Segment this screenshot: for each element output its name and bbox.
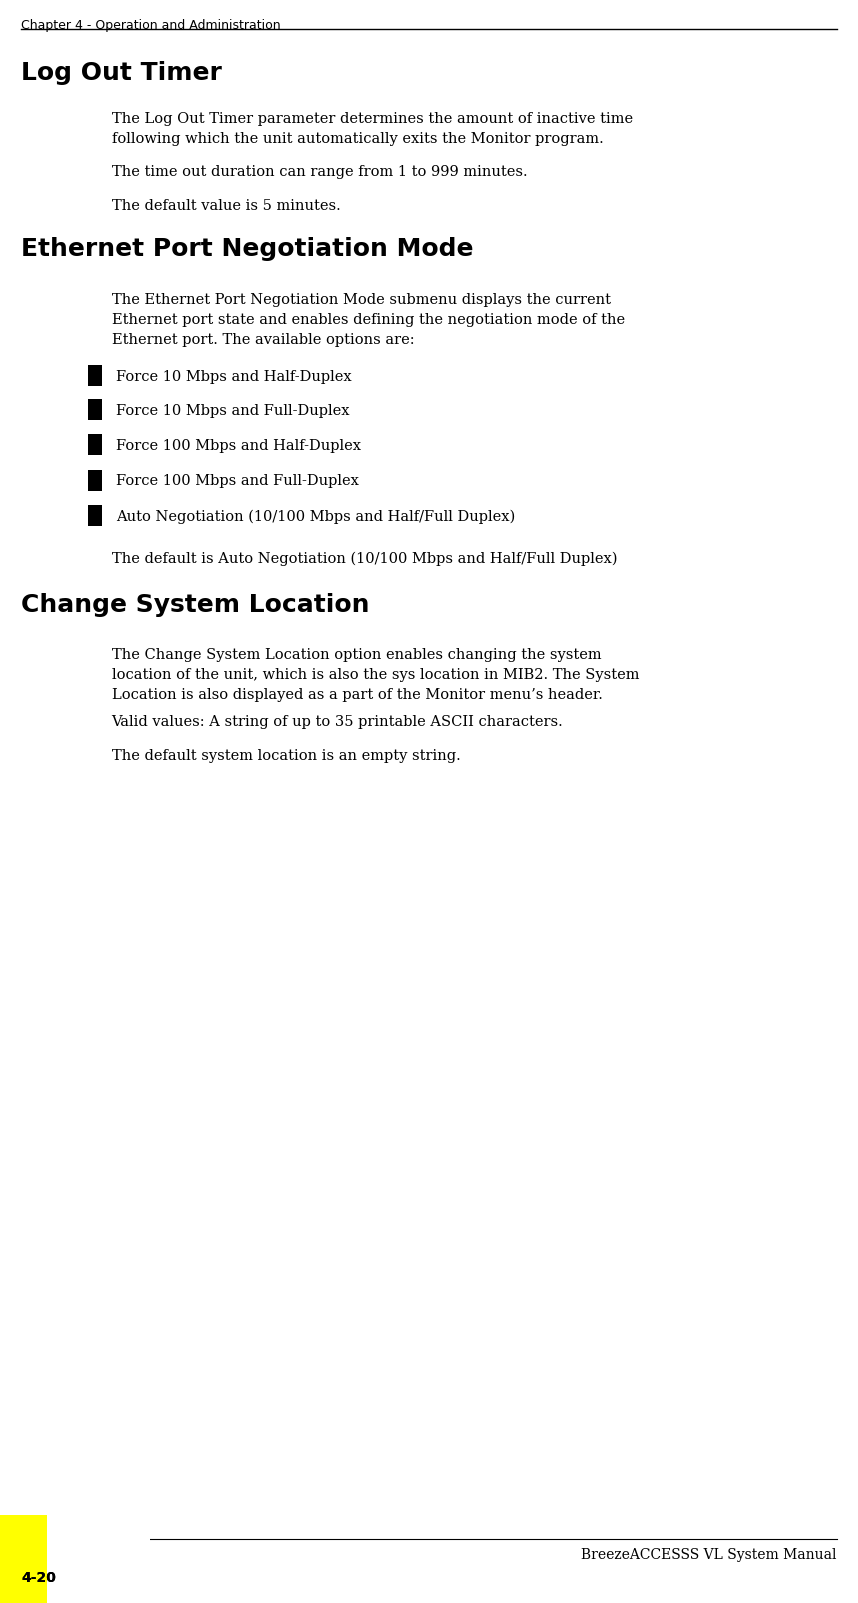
Text: Log Out Timer: Log Out Timer bbox=[21, 61, 222, 85]
FancyBboxPatch shape bbox=[88, 505, 102, 526]
Text: 4-20: 4-20 bbox=[21, 1571, 57, 1585]
Text: Force 100 Mbps and Half-Duplex: Force 100 Mbps and Half-Duplex bbox=[116, 439, 361, 454]
Text: BreezeACCESSS VL System Manual: BreezeACCESSS VL System Manual bbox=[581, 1548, 837, 1563]
Text: Auto Negotiation (10/100 Mbps and Half/Full Duplex): Auto Negotiation (10/100 Mbps and Half/F… bbox=[116, 510, 515, 524]
Text: The default system location is an empty string.: The default system location is an empty … bbox=[112, 749, 460, 763]
FancyBboxPatch shape bbox=[88, 365, 102, 386]
Text: Change System Location: Change System Location bbox=[21, 593, 370, 617]
Text: Force 10 Mbps and Half-Duplex: Force 10 Mbps and Half-Duplex bbox=[116, 370, 352, 385]
Text: The Change System Location option enables changing the system
location of the un: The Change System Location option enable… bbox=[112, 648, 639, 702]
Text: The time out duration can range from 1 to 999 minutes.: The time out duration can range from 1 t… bbox=[112, 165, 527, 180]
FancyBboxPatch shape bbox=[88, 470, 102, 491]
Text: The Ethernet Port Negotiation Mode submenu displays the current
Ethernet port st: The Ethernet Port Negotiation Mode subme… bbox=[112, 293, 625, 348]
FancyBboxPatch shape bbox=[88, 399, 102, 420]
Text: Chapter 4 - Operation and Administration: Chapter 4 - Operation and Administration bbox=[21, 19, 281, 32]
FancyBboxPatch shape bbox=[47, 1515, 150, 1568]
Text: Ethernet Port Negotiation Mode: Ethernet Port Negotiation Mode bbox=[21, 237, 474, 261]
Text: Force 10 Mbps and Full-Duplex: Force 10 Mbps and Full-Duplex bbox=[116, 404, 349, 418]
Text: Valid values: A string of up to 35 printable ASCII characters.: Valid values: A string of up to 35 print… bbox=[112, 715, 564, 729]
Text: The Log Out Timer parameter determines the amount of inactive time
following whi: The Log Out Timer parameter determines t… bbox=[112, 112, 632, 146]
FancyBboxPatch shape bbox=[0, 1515, 47, 1603]
Text: Force 100 Mbps and Full-Duplex: Force 100 Mbps and Full-Duplex bbox=[116, 474, 359, 489]
Text: 4-20: 4-20 bbox=[21, 1571, 57, 1585]
Text: The default value is 5 minutes.: The default value is 5 minutes. bbox=[112, 199, 341, 213]
FancyBboxPatch shape bbox=[88, 434, 102, 455]
Text: The default is Auto Negotiation (10/100 Mbps and Half/Full Duplex): The default is Auto Negotiation (10/100 … bbox=[112, 551, 617, 566]
